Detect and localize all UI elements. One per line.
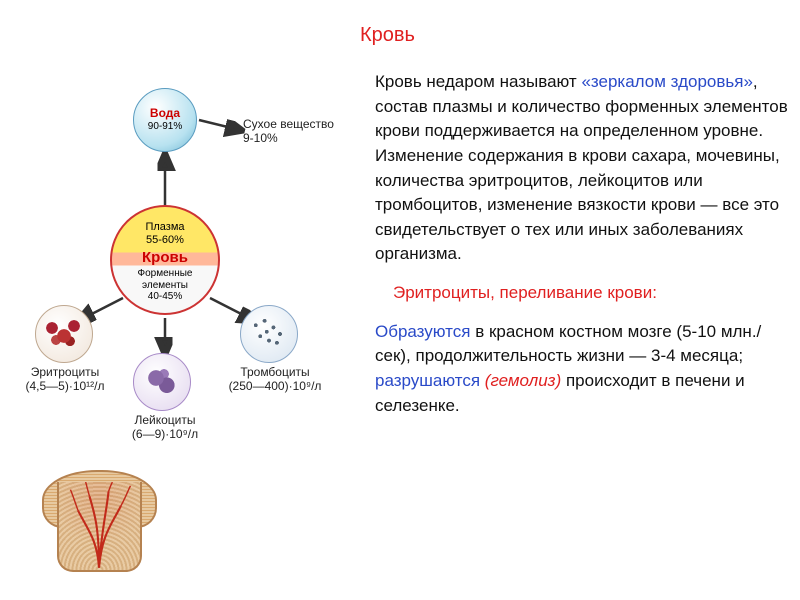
mirror-phrase: «зеркалом здоровья»	[581, 72, 752, 91]
thrombocytes-circle	[240, 305, 298, 363]
leukocytes-label: Лейкоциты(6—9)·10⁹/л	[115, 414, 215, 442]
erythrocytes-circle	[35, 305, 93, 363]
bone-marrow-illustration	[35, 470, 165, 600]
blood-label: Кровь	[142, 249, 188, 266]
blood-vessels-icon	[59, 482, 140, 568]
p3-destroy: разрушаются	[375, 371, 485, 390]
blood-circle: Плазма55-60% Кровь Форменные элементы40-…	[110, 205, 220, 315]
p1-lead: Кровь недаром называют	[375, 72, 581, 91]
leukocytes-circle	[133, 353, 191, 411]
formed-elements-label: Форменные элементы40-45%	[112, 268, 218, 303]
blood-diagram: Плазма55-60% Кровь Форменные элементы40-…	[5, 60, 360, 600]
bone-diaphysis	[57, 482, 142, 572]
water-circle: Вода 90-91%	[133, 88, 197, 152]
hemolysis: (гемолиз)	[485, 371, 561, 390]
paragraph-3: Образуются в красном костном мозге (5-10…	[375, 320, 789, 419]
water-pct: 90-91%	[148, 121, 182, 133]
p3-form: Образуются	[375, 322, 470, 341]
p1-rest: , состав плазмы и количество форменных э…	[375, 72, 788, 263]
dry-matter-label: Сухое вещество9-10%	[243, 118, 353, 146]
thrombocytes-label: Тромбоциты(250—400)·10⁹/л	[220, 366, 330, 394]
erythrocytes-label: Эритроциты(4,5—5)·10¹²/л	[15, 366, 115, 394]
paragraph-1: Кровь недаром называют «зеркалом здоровь…	[375, 70, 789, 267]
body-text: Кровь недаром называют «зеркалом здоровь…	[375, 70, 789, 432]
plasma-label: Плазма55-60%	[145, 221, 184, 246]
water-label: Вода	[150, 107, 180, 121]
page-title: Кровь	[360, 24, 415, 47]
subheading-erythrocytes: Эритроциты, переливание крови:	[375, 281, 789, 306]
